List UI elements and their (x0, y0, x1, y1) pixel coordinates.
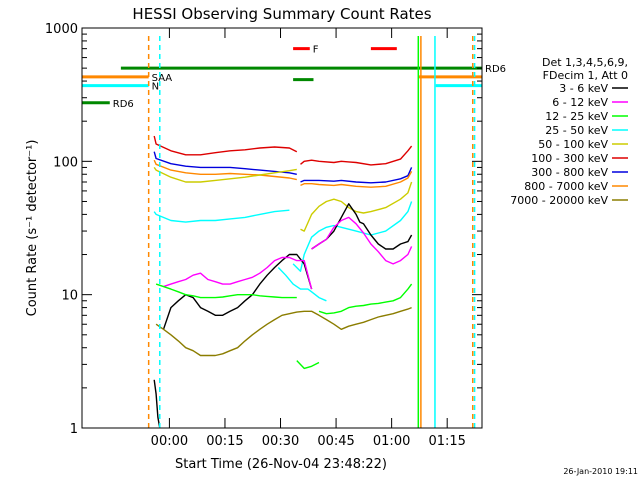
legend-entry-label-1: 6 - 12 keV (552, 96, 608, 109)
series-line-3 (300, 167, 413, 184)
y-axis: 1 10 100 1000 (45, 22, 482, 437)
series-line-14 (311, 216, 413, 265)
series-line-5 (300, 171, 413, 188)
legend-entry-label-2: 12 - 25 keV (545, 110, 608, 123)
legend-entry-label-6: 300 - 800 keV (531, 166, 608, 179)
x-axis: 00:00 00:15 00:30 00:45 01:00 01:15 (151, 28, 466, 449)
legend: Det 1,3,4,5,6,9,FDecim 1, Att 03 - 6 keV… (510, 56, 628, 207)
series-line-2 (153, 151, 297, 175)
legend-entry-label-5: 100 - 300 keV (531, 152, 608, 165)
x-tick-label-4: 01:00 (373, 434, 410, 449)
series-line-8 (153, 209, 290, 223)
state-label-0: SAA (152, 73, 173, 84)
y-tick-label-1: 10 (61, 289, 78, 304)
vertical-marker-layer (147, 36, 476, 428)
series-line-1 (300, 145, 413, 166)
series-line-6 (153, 166, 297, 183)
legend-header-1: FDecim 1, Att 0 (543, 69, 628, 82)
series-line-18 (277, 267, 327, 302)
series-line-0 (153, 135, 298, 156)
series-layer (153, 135, 413, 429)
series-line-10 (153, 379, 161, 429)
series-line-16 (296, 360, 320, 370)
y-axis-label: Count Rate (s⁻¹ detector⁻¹) (25, 140, 40, 317)
x-tick-label-3: 00:45 (317, 434, 354, 449)
state-label-3: RD6 (485, 64, 506, 75)
legend-entry-label-4: 50 - 100 keV (538, 138, 608, 151)
series-line-13 (163, 256, 313, 290)
y-tick-label-3: 1000 (45, 22, 78, 37)
plot-frame (81, 27, 483, 429)
legend-entry-label-8: 7000 - 20000 keV (510, 194, 608, 207)
footer-timestamp: 26-Jan-2010 19:11 (563, 467, 638, 476)
x-tick-label-0: 00:00 (151, 434, 188, 449)
series-line-19 (155, 306, 412, 357)
series-line-12 (311, 203, 413, 250)
series-line-4 (153, 159, 297, 181)
state-label-2: RD6 (113, 99, 134, 110)
series-line-7 (300, 181, 413, 232)
y-tick-label-2: 100 (53, 155, 78, 170)
series-line-17 (318, 283, 413, 315)
legend-entry-label-0: 3 - 6 keV (559, 82, 608, 95)
legend-entry-label-7: 800 - 7000 keV (524, 180, 608, 193)
legend-header-0: Det 1,3,4,5,6,9, (542, 56, 628, 69)
x-tick-label-2: 00:30 (262, 434, 299, 449)
x-tick-label-5: 01:15 (428, 434, 465, 449)
state-label-4: F (313, 45, 319, 56)
chart-title: HESSI Observing Summary Count Rates (132, 5, 431, 23)
y-tick-label-0: 1 (70, 422, 78, 437)
series-line-9 (292, 201, 413, 272)
x-axis-label: Start Time (26-Nov-04 23:48:22) (175, 457, 387, 472)
x-tick-label-1: 00:15 (206, 434, 243, 449)
state-label-1: N (152, 82, 159, 93)
legend-entry-label-3: 25 - 50 keV (545, 124, 608, 137)
series-line-15 (155, 283, 297, 299)
